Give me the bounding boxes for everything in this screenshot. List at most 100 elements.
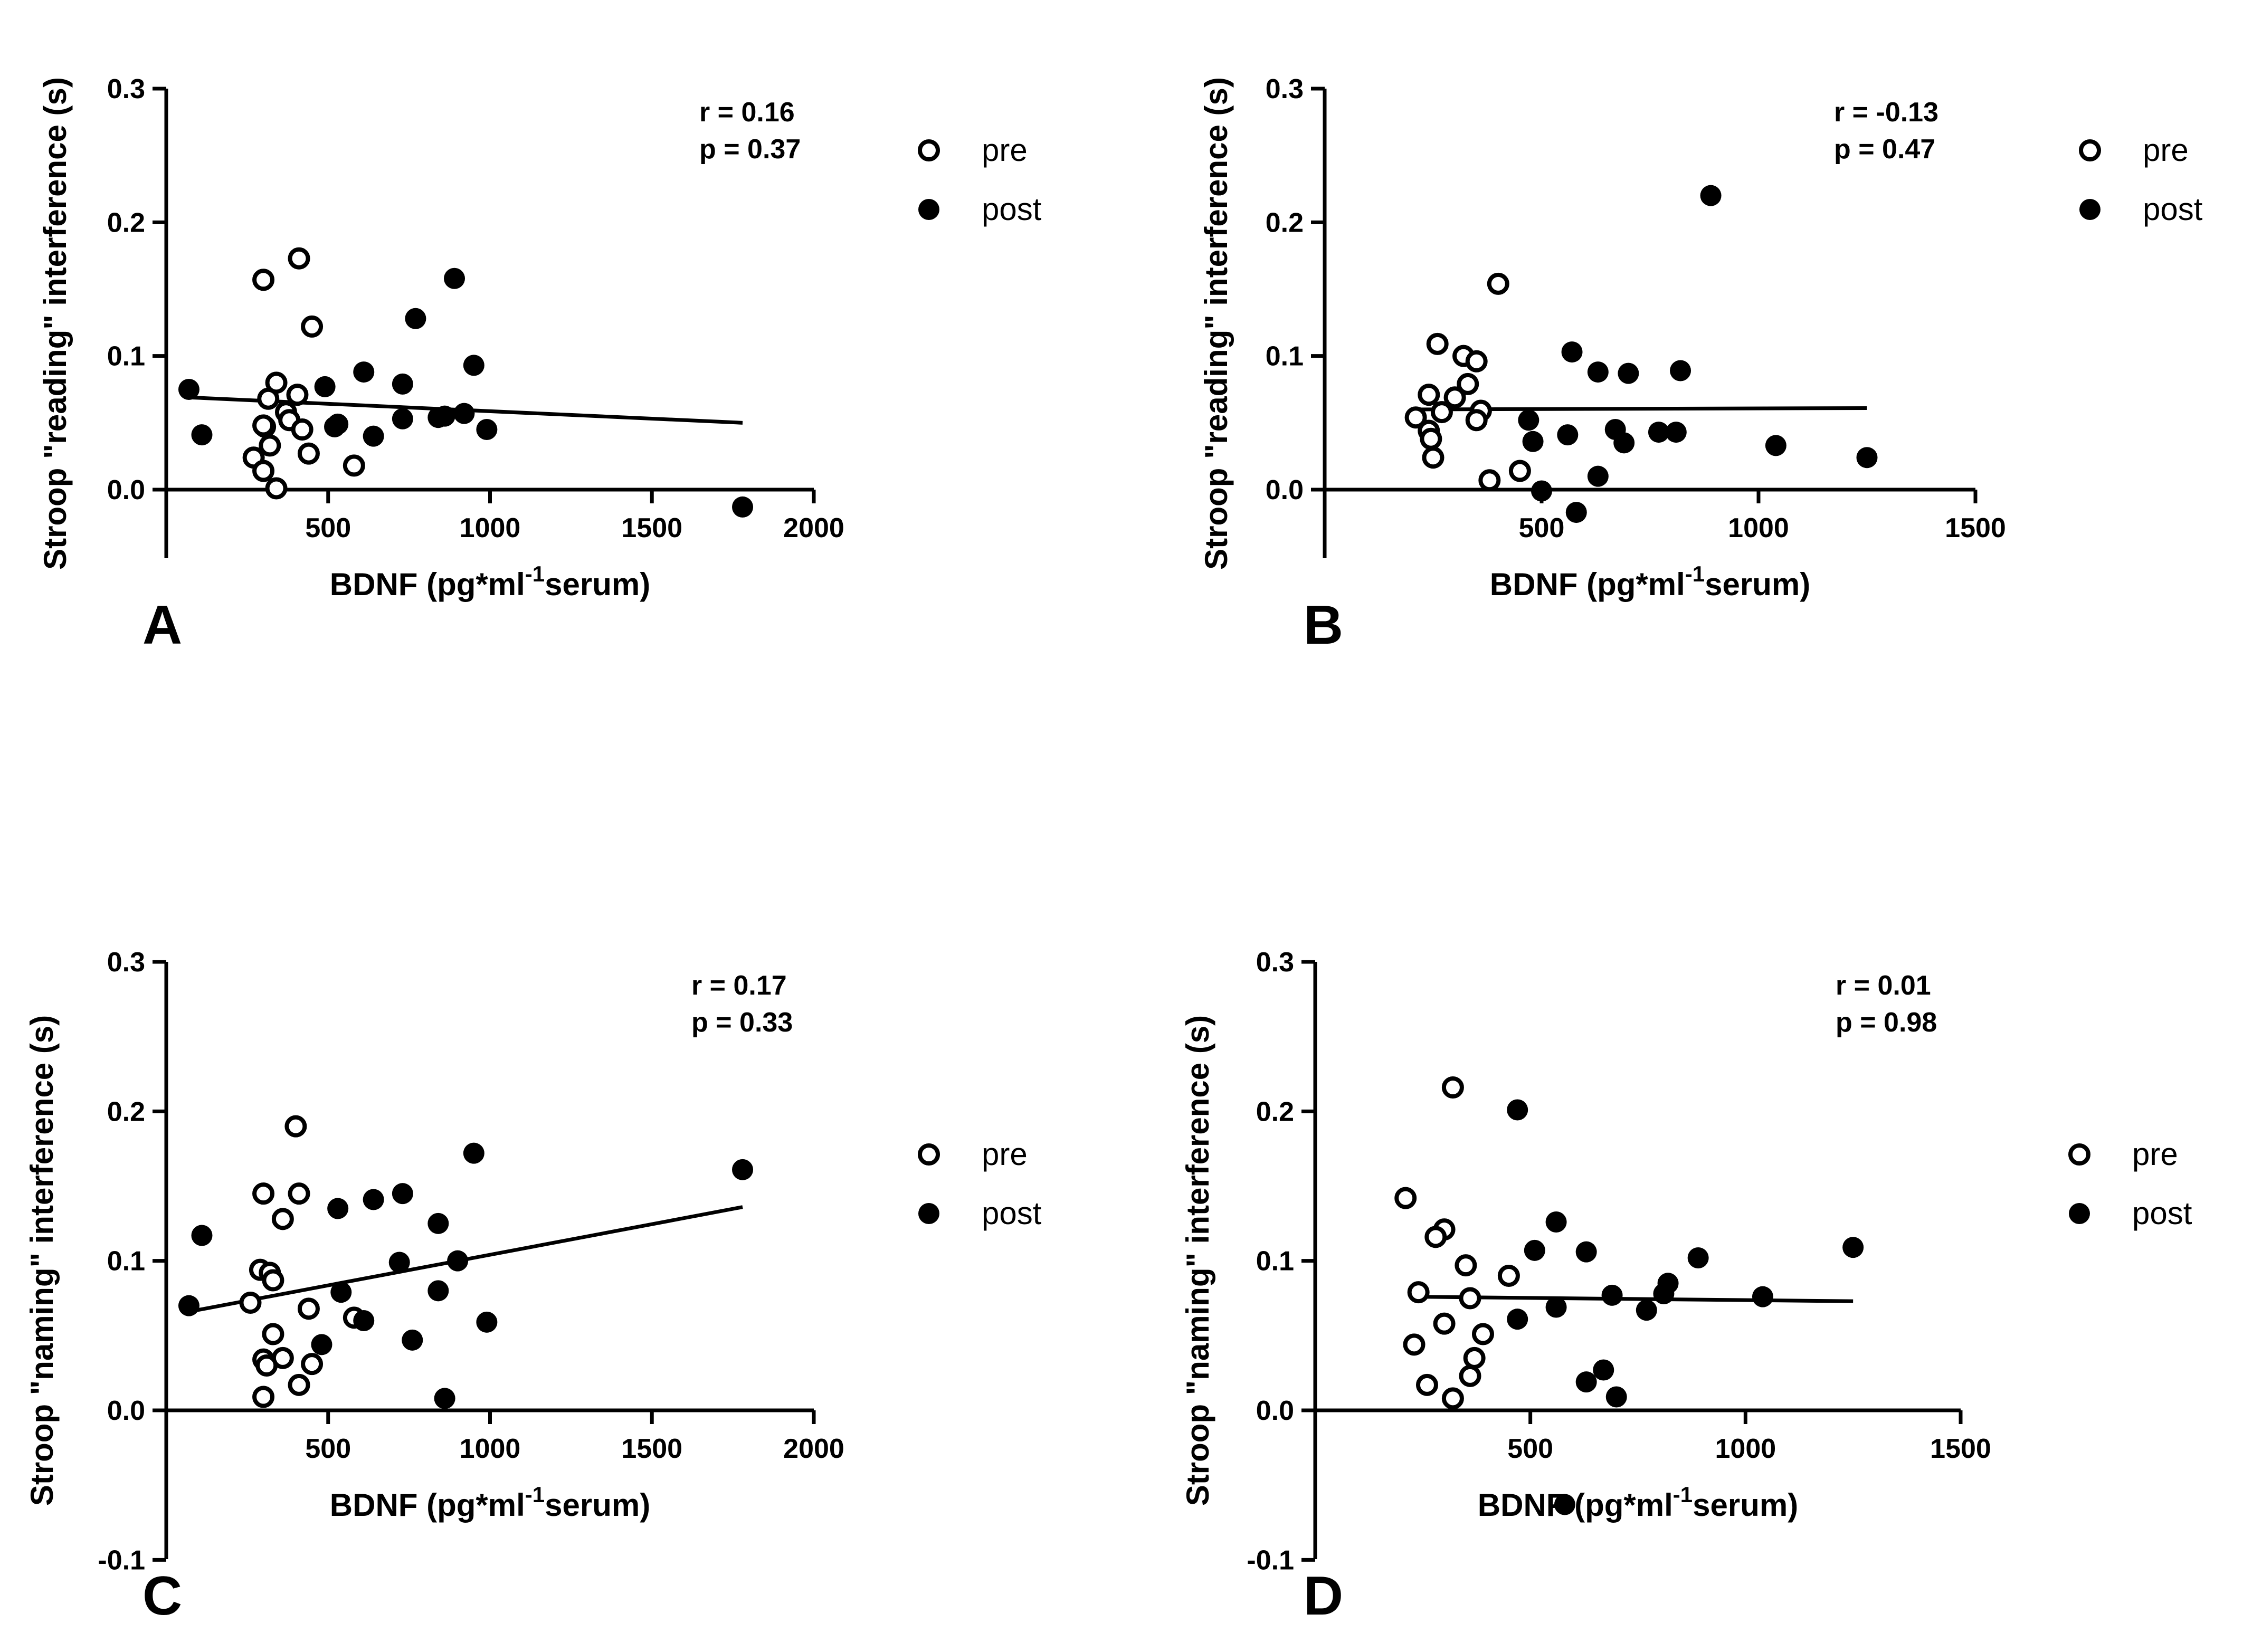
point-post [363, 1189, 384, 1210]
point-post [1557, 424, 1579, 446]
point-pre [1457, 373, 1479, 395]
stat-p: p = 0.37 [699, 134, 801, 165]
stat-p: p = 0.98 [1836, 1007, 1937, 1038]
point-pre [297, 442, 320, 465]
x-tick-label: 1500 [1930, 1434, 1991, 1464]
x-axis-title: BDNF (pg*ml-1serum) [330, 1482, 650, 1523]
legend-marker-pre [918, 1143, 940, 1166]
point-post [178, 379, 199, 400]
point-pre [1407, 1281, 1430, 1304]
legend-marker-post [918, 199, 939, 220]
legend-label-pre: pre [2143, 132, 2189, 168]
point-post [463, 355, 484, 376]
point-pre [286, 384, 309, 406]
point-post [191, 424, 213, 446]
point-post [427, 1212, 449, 1234]
point-post [1545, 1211, 1567, 1233]
point-pre [288, 1373, 310, 1396]
point-post [311, 1334, 332, 1355]
legend-marker-pre [2079, 139, 2101, 161]
point-pre [1415, 1373, 1438, 1396]
legend: pre post [918, 132, 1042, 227]
y-tick-label: 0.1 [1266, 341, 1304, 372]
point-post [1752, 1286, 1773, 1307]
point-post [1575, 1241, 1597, 1263]
legend-marker-post [2079, 199, 2101, 220]
point-pre [252, 1182, 275, 1205]
y-tick-label: 0.2 [107, 1096, 145, 1127]
point-pre [265, 371, 288, 394]
point-pre [1471, 1323, 1494, 1345]
point-pre [1455, 1254, 1477, 1277]
point-pre [239, 1292, 262, 1314]
legend-marker-pre [2068, 1143, 2090, 1166]
point-post [434, 1388, 455, 1409]
x-axis-title-superscript: -1 [1685, 561, 1705, 586]
point-pre [1465, 350, 1488, 373]
point-post [353, 1310, 375, 1331]
y-tick-label: -0.1 [98, 1545, 145, 1575]
point-pre [1508, 460, 1531, 482]
panel-letter: C [142, 1565, 182, 1627]
panel-letter: A [142, 595, 182, 656]
point-post [392, 373, 413, 395]
point-pre [262, 1269, 284, 1292]
point-post [1531, 480, 1552, 502]
legend-marker-post [918, 1203, 939, 1224]
point-pre [284, 1115, 307, 1138]
point-pre [288, 1182, 310, 1205]
panel-b: 0.0 0.1 0.2 0.3 500 1000 1500 BDNF (pg*ml-1seru… [1199, 74, 2203, 656]
legend-marker-pre [918, 139, 940, 161]
point-post [1545, 1296, 1567, 1318]
x-tick-label: 500 [305, 513, 351, 543]
point-pre [301, 1353, 324, 1376]
y-axis-title: Stroop "reading" interference (s) [1199, 77, 1234, 570]
point-post [453, 403, 475, 424]
x-tick-label: 1500 [621, 1434, 682, 1464]
point-pre [1465, 409, 1488, 432]
point-post [1842, 1237, 1864, 1258]
stat-r: r = 0.17 [691, 970, 787, 1001]
point-pre [1459, 1287, 1481, 1310]
point-post [1665, 422, 1687, 443]
x-axis-title-main: BDNF (pg*ml [1490, 567, 1685, 602]
point-pre [1403, 1333, 1425, 1356]
point-post [1765, 435, 1786, 456]
point-pre [259, 434, 281, 457]
point-post [1613, 432, 1635, 454]
point-post [392, 408, 413, 429]
point-post [191, 1225, 213, 1246]
point-post [1687, 1247, 1709, 1268]
y-tick-label: 0.0 [107, 1396, 145, 1426]
y-tick-label: 0.1 [107, 341, 145, 372]
x-axis-title-main: BDNF (pg*ml [330, 567, 525, 602]
regression-line [1414, 1295, 1854, 1303]
stat-r: r = 0.01 [1836, 970, 1931, 1001]
point-post [732, 496, 754, 518]
stat-p: p = 0.33 [691, 1007, 793, 1038]
y-tick-label: 0.1 [107, 1246, 145, 1277]
point-pre [252, 460, 275, 482]
x-axis-title-superscript: -1 [525, 561, 545, 586]
point-post [1587, 465, 1609, 487]
point-post [476, 419, 498, 440]
point-post [1648, 422, 1669, 443]
panel-c: -0.1 0.0 0.1 0.2 0.3 500 1000 1500 2000 BDNF (pg*… [24, 947, 1042, 1627]
point-post [330, 1282, 352, 1303]
y-tick-label: 0.3 [1266, 74, 1304, 104]
y-tick-label: -0.1 [1247, 1545, 1294, 1575]
point-post [392, 1183, 413, 1205]
point-pre [252, 1386, 275, 1408]
x-axis-title-main: BDNF (pg*ml [330, 1487, 525, 1523]
point-post [1522, 431, 1544, 452]
x-axis-title-tail: serum) [545, 1487, 650, 1523]
point-pre [1433, 1312, 1456, 1335]
point-post [1605, 1386, 1627, 1408]
legend: pre post [918, 1137, 1042, 1231]
point-pre [1478, 469, 1501, 492]
point-post [353, 361, 375, 383]
point-post [1700, 185, 1722, 206]
point-pre [1459, 1364, 1481, 1387]
point-pre [1430, 401, 1453, 424]
point-post [402, 1329, 423, 1351]
